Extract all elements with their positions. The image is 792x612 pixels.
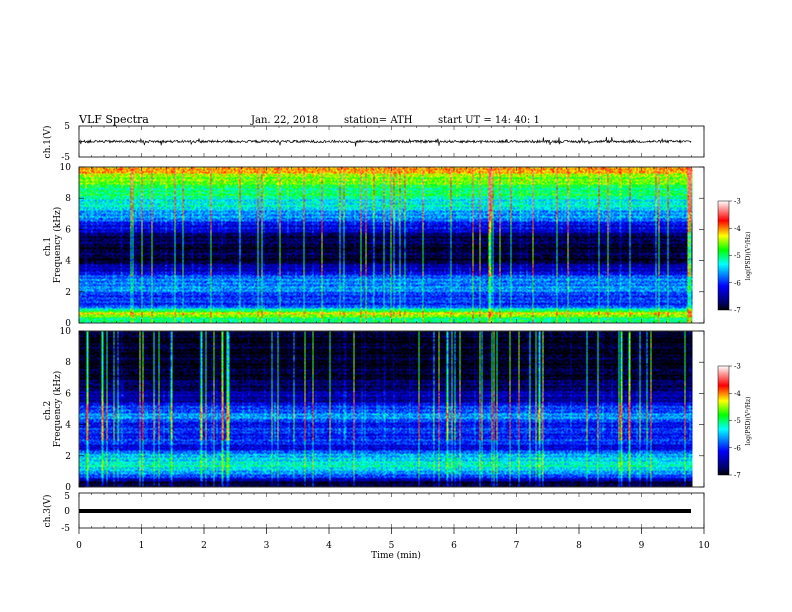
- ch1-spectrogram-panel: 0 2 4 6 8 10 ch.1 Frequency (kHz): [43, 163, 705, 329]
- ch3-ytick-5: 5: [64, 492, 70, 502]
- ch3-waveform-trace: [79, 509, 691, 513]
- cb1ticks-tick-label: -3: [734, 198, 741, 206]
- spec2-ticks-tick-label: 6: [65, 389, 71, 399]
- spec1-ticks-tick-label: 6: [65, 225, 71, 235]
- ch1-colorbar-label: log(PSD)(V²/Hz): [745, 232, 752, 281]
- cb1ticks-tick-label: -5: [734, 252, 741, 260]
- ch2-colorbar-ticks: -3 -4 -5 -6 -7: [729, 363, 741, 480]
- svg-text:ch.2 Frequency (kHz): ch.2 Frequency (kHz): [43, 371, 63, 448]
- cb2ticks-tick-label: -7: [734, 472, 741, 480]
- spec2-raster: [79, 331, 693, 487]
- spec2-ticks-tick-label: 2: [65, 452, 71, 462]
- spec1-ticks-tick-label: 4: [65, 257, 71, 267]
- spec2-ticks-tick-label: 8: [65, 358, 71, 368]
- ch2-spectrogram-yticks: 0 2 4 6 8 10: [60, 327, 704, 493]
- date-label: Jan. 22, 2018: [250, 115, 318, 126]
- time-axis-tick-label: 6: [451, 541, 457, 551]
- time-axis-tick-label: 9: [639, 541, 645, 551]
- cb1ticks-tick-label: -4: [734, 225, 741, 233]
- time-axis-label: Time (min): [371, 550, 421, 561]
- ch1-ytick-neg5: -5: [61, 153, 70, 163]
- ch1-waveform-trace: [78, 136, 692, 147]
- station-label: station= ATH: [344, 115, 413, 126]
- spec1-ticks-tick-label: 10: [60, 163, 72, 173]
- spec2-ticks-tick-label: 0: [65, 483, 71, 493]
- cb1ticks-tick-label: -7: [734, 307, 741, 315]
- ch2-spectrogram-panel: 0 2 4 6 8 10 ch.2 Frequency (kHz): [43, 327, 705, 493]
- ch2-colorbar: -3 -4 -5 -6 -7 log(PSD)(V²/Hz): [717, 363, 752, 480]
- cb2ticks-tick-label: -4: [734, 390, 741, 398]
- cb2ticks-tick-label: -6: [734, 444, 741, 452]
- cb1ticks-tick-label: -6: [734, 279, 741, 287]
- start-time-label: start UT = 14: 40: 1: [438, 115, 540, 126]
- ch2-colorbar-gradient: [717, 365, 730, 476]
- spec1-ticks-tick-label: 0: [65, 319, 71, 329]
- ch1-colorbar: -3 -4 -5 -6 -7 log(PSD)(V²/Hz): [717, 198, 752, 315]
- ch2-spectrogram-image: [79, 331, 693, 487]
- time-axis-tick-label: 3: [264, 541, 270, 551]
- ch2-colorbar-label: log(PSD)(V²/Hz): [745, 397, 752, 446]
- ch1-waveform-line: [78, 136, 692, 147]
- ch1-spectrogram-yticks: 0 2 4 6 8 10: [60, 163, 704, 329]
- ch1-ylabel-frequency: Frequency (kHz): [52, 207, 63, 284]
- cb2ticks-tick-label: -5: [734, 417, 741, 425]
- spec1-raster: [79, 167, 693, 323]
- cb2ticks-tick-label: -3: [734, 363, 741, 371]
- ch1-waveform-panel: 5 -5 ch.1(V): [42, 122, 705, 163]
- ch3-ytick-neg5: -5: [61, 524, 70, 534]
- ch3-ytick-0: 0: [64, 507, 70, 517]
- time-axis: 0 1 2 3 4 5 6 7 8 9 10: [76, 126, 710, 551]
- ch1-colorbar-ticks: -3 -4 -5 -6 -7: [729, 198, 741, 315]
- ch2-ylabel-channel: ch.2: [43, 401, 53, 420]
- svg-text:ch.1 Frequency (kHz): ch.1 Frequency (kHz): [43, 207, 63, 284]
- time-axis-tick-label: 0: [76, 541, 82, 551]
- time-axis-tick-label: 8: [576, 541, 582, 551]
- spec2-ticks-tick-label: 4: [65, 421, 71, 431]
- ch2-ylabel-frequency: Frequency (kHz): [52, 371, 63, 448]
- time-axis-tick-label: 5: [389, 541, 395, 551]
- spec1-ticks-tick-label: 2: [65, 288, 71, 298]
- spec2-ticks-tick-label: 10: [60, 327, 72, 337]
- ch1-ytick-5: 5: [64, 122, 70, 132]
- time-axis-tick-label: 2: [201, 541, 207, 551]
- time-axis-tick-label: 10: [698, 541, 710, 551]
- ch1-waveform-ylabel: ch.1(V): [42, 126, 53, 159]
- ch1-colorbar-gradient: [717, 200, 730, 311]
- spec1-ticks-tick-label: 8: [65, 194, 71, 204]
- time-axis-tick-label: 7: [514, 541, 520, 551]
- ch1-spectrogram-image: [79, 167, 693, 323]
- figure-title: VLF Spectra: [78, 113, 149, 126]
- ch1-ylabel-channel: ch.1: [43, 237, 53, 256]
- time-axis-tick-label: 4: [326, 541, 332, 551]
- time-axis-tick-label: 1: [139, 541, 145, 551]
- ch3-waveform-ylabel: ch.3(V): [42, 495, 53, 528]
